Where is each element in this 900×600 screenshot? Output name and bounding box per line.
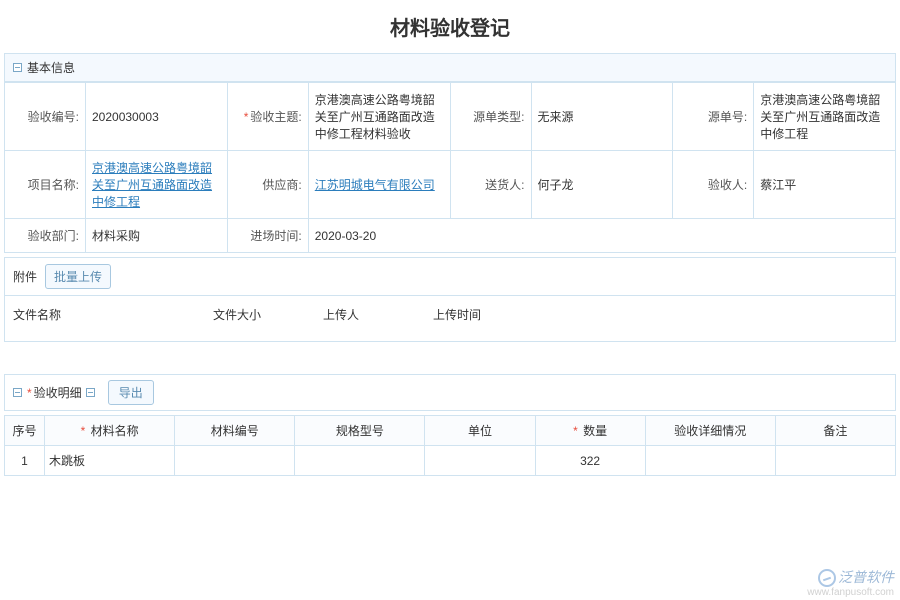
field-label: 验收部门: [5, 219, 86, 253]
column-header: 材料编号 [175, 416, 295, 446]
col-filesize: 文件大小 [213, 306, 323, 323]
export-button[interactable]: 导出 [108, 380, 154, 405]
field-value: 2020-03-20 [308, 219, 895, 253]
table-cell [175, 446, 295, 476]
column-header: * 材料名称 [45, 416, 175, 446]
collapse-icon[interactable] [86, 388, 95, 397]
field-label: 进场时间: [227, 219, 308, 253]
collapse-icon[interactable] [13, 388, 22, 397]
field-label: 源单号: [673, 83, 754, 151]
field-label: 源单类型: [450, 83, 531, 151]
field-value: 材料采购 [86, 219, 228, 253]
col-uploader: 上传人 [323, 306, 433, 323]
basic-info-header[interactable]: 基本信息 [4, 53, 896, 82]
field-label: 项目名称: [5, 151, 86, 219]
field-value: 无来源 [531, 83, 673, 151]
field-label: 供应商: [227, 151, 308, 219]
attachment-columns: 文件名称 文件大小 上传人 上传时间 [5, 296, 895, 341]
attachment-section: 附件 批量上传 文件名称 文件大小 上传人 上传时间 [4, 257, 896, 342]
table-cell [645, 446, 775, 476]
col-filename: 文件名称 [13, 306, 213, 323]
detail-table: 序号* 材料名称材料编号规格型号单位* 数量验收详细情况备注 1木跳板 322 [4, 415, 896, 476]
table-cell [425, 446, 535, 476]
column-header: 验收详细情况 [645, 416, 775, 446]
field-label: 验收人: [673, 151, 754, 219]
detail-label: 验收明细 [34, 384, 82, 401]
table-cell: 322 [535, 446, 645, 476]
column-header: 序号 [5, 416, 45, 446]
field-value: 京港澳高速公路粤境韶关至广州互通路面改造中修工程 [754, 83, 896, 151]
column-header: 备注 [775, 416, 895, 446]
field-value[interactable]: 京港澳高速公路粤境韶关至广州互通路面改造中修工程 [86, 151, 228, 219]
detail-header[interactable]: * 验收明细 导出 [4, 374, 896, 411]
attachment-label: 附件 [13, 268, 37, 285]
table-cell: 木跳板 [45, 446, 175, 476]
field-value: 2020030003 [86, 83, 228, 151]
watermark-url: www.fanpusoft.com [807, 587, 894, 598]
watermark: 泛普软件 www.fanpusoft.com [807, 567, 894, 598]
field-label: 送货人: [450, 151, 531, 219]
collapse-icon[interactable] [13, 63, 22, 72]
column-header: * 数量 [535, 416, 645, 446]
field-value: 京港澳高速公路粤境韶关至广州互通路面改造中修工程材料验收 [308, 83, 450, 151]
field-label: 验收编号: [5, 83, 86, 151]
column-header: 规格型号 [295, 416, 425, 446]
table-cell: 1 [5, 446, 45, 476]
field-value: 何子龙 [531, 151, 673, 219]
watermark-brand: 泛普软件 [838, 569, 894, 585]
basic-info-table: 验收编号:2020030003*验收主题:京港澳高速公路粤境韶关至广州互通路面改… [4, 82, 896, 253]
detail-required-mark: * [27, 386, 34, 400]
table-cell [295, 446, 425, 476]
field-value[interactable]: 江苏明城电气有限公司 [308, 151, 450, 219]
col-uploadtime: 上传时间 [433, 306, 583, 323]
field-label: *验收主题: [227, 83, 308, 151]
column-header: 单位 [425, 416, 535, 446]
batch-upload-button[interactable]: 批量上传 [45, 264, 111, 289]
page-title: 材料验收登记 [0, 0, 900, 49]
table-cell [775, 446, 895, 476]
basic-info-label: 基本信息 [27, 59, 75, 76]
field-value: 蔡江平 [754, 151, 896, 219]
